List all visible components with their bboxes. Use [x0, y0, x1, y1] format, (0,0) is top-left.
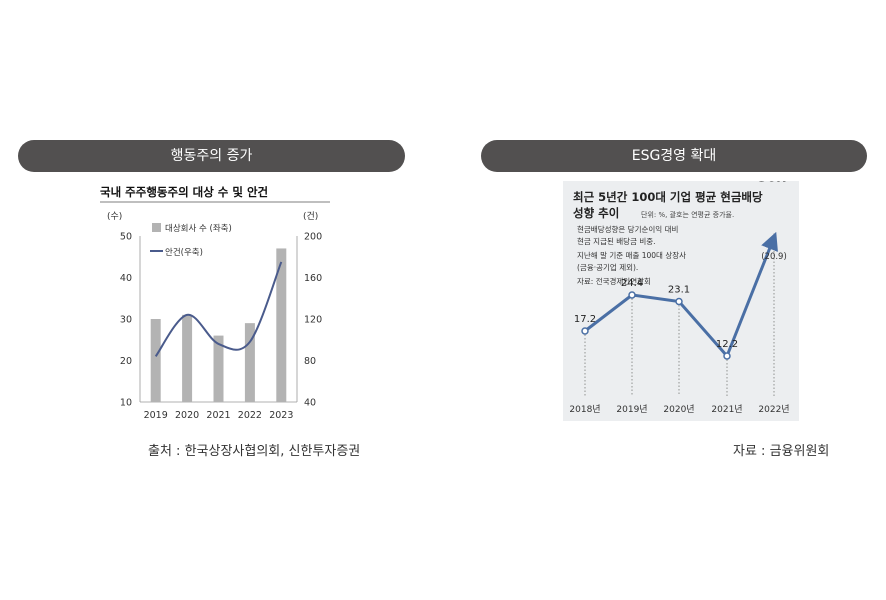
right-chart-extra-label: (20.9)	[761, 252, 787, 262]
value-label-2022년: 36.7	[758, 181, 790, 186]
right-chart-credit: 자료: 전국경제인연합회	[577, 276, 651, 286]
left-tick-label: 40	[120, 273, 132, 284]
right-chart-title-line2: 성향 추이	[573, 206, 619, 220]
value-label-2018년: 17.2	[574, 314, 596, 325]
right-header-text: ESG경영 확대	[631, 148, 717, 164]
x-tick-label: 2019	[144, 410, 168, 421]
value-label-2021년: 12.2	[716, 339, 738, 350]
value-label-2019년: 24.4	[621, 278, 643, 289]
right-tick-label: 160	[304, 273, 322, 284]
left-tick-label: 20	[120, 356, 132, 367]
right-tick-label: 200	[304, 232, 322, 243]
left-source: 출처 : 한국상장사협의회, 신한투자증권	[148, 444, 361, 459]
legend-bar-label: 대상회사 수 (좌축)	[165, 223, 232, 234]
legend-line-label: 안건(우축)	[165, 247, 203, 258]
left-tick-label: 30	[120, 315, 132, 326]
bar-2020	[182, 314, 193, 402]
x-tick-label: 2018년	[569, 404, 600, 415]
x-tick-label: 2020년	[663, 404, 694, 415]
left-tick-label: 50	[120, 232, 132, 243]
x-tick-label: 2019년	[616, 404, 647, 415]
right-chart-note-4: (금융·공기업 제외).	[577, 262, 638, 272]
right-chart: 최근 5년간 100대 기업 평균 현금배당 성향 추이 단위: %, 괄호는 …	[563, 181, 799, 421]
series-arrow-segment	[725, 231, 778, 357]
value-label-2020년: 23.1	[668, 285, 690, 296]
left-header-pill: 행동주의 증가	[18, 140, 405, 172]
series-line-agenda	[154, 261, 283, 357]
right-chart-unit-note: 단위: %, 괄호는 연평균 증가율.	[641, 210, 734, 219]
bar-2022	[244, 323, 255, 402]
x-tick-label: 2022	[238, 410, 262, 421]
right-axis-unit: (건)	[303, 211, 318, 222]
x-tick-label: 2020	[175, 410, 199, 421]
right-tick-label: 80	[304, 356, 316, 367]
series-line-segment	[584, 293, 729, 357]
x-tick-label: 2023	[269, 410, 293, 421]
left-header-text: 행동주의 증가	[170, 148, 253, 164]
point-2019년	[628, 291, 636, 299]
point-2020년	[675, 297, 683, 306]
left-chart-title: 국내 주주행동주의 대상 수 및 안건	[100, 185, 268, 199]
x-tick-label: 2022년	[758, 404, 789, 415]
point-2021년	[723, 352, 731, 360]
right-chart-note-1: 현금배당성향은 당기순이익 대비	[577, 224, 678, 234]
x-tick-label: 2021	[206, 410, 230, 421]
right-source: 자료 : 금융위원회	[733, 444, 830, 459]
right-tick-label: 120	[304, 315, 322, 326]
left-axis-unit: (수)	[107, 211, 122, 222]
bar-2021	[213, 335, 224, 402]
right-chart-note-3: 지난해 말 기준 매출 100대 상장사	[577, 250, 686, 260]
left-chart: 국내 주주행동주의 대상 수 및 안건 (수) (건) 10 20 30 40 50 4…	[100, 185, 330, 421]
legend-bar-swatch	[152, 223, 161, 232]
right-tick-label: 40	[304, 398, 316, 409]
right-chart-note-2: 현금 지급된 배당금 비중.	[577, 236, 656, 246]
right-header-pill: ESG경영 확대	[481, 140, 867, 172]
left-tick-label: 10	[120, 398, 132, 409]
bar-2019	[150, 319, 161, 402]
right-chart-title-line1: 최근 5년간 100대 기업 평균 현금배당	[573, 190, 763, 204]
point-2018년	[581, 327, 589, 335]
bar-2023	[276, 248, 287, 402]
x-tick-label: 2021년	[711, 404, 742, 415]
